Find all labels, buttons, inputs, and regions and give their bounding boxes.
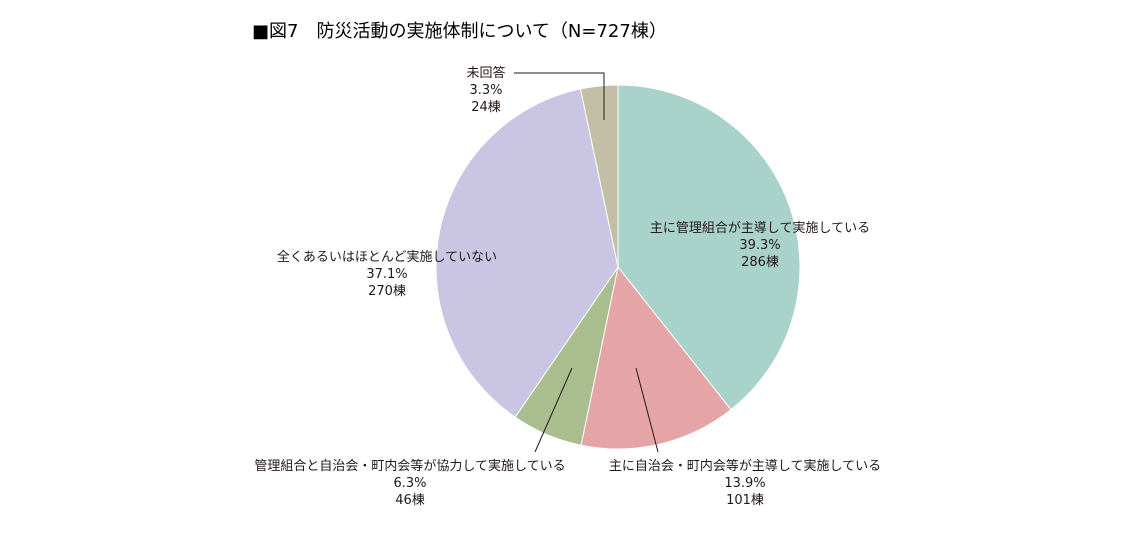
slice-count: 101棟 (726, 493, 764, 508)
pie-slice (579, 84, 619, 268)
slice-count: 24棟 (471, 100, 501, 115)
slice-label: 主に管理組合が主導して実施している (650, 220, 870, 236)
leader-line (534, 367, 573, 453)
slice-count: 286棟 (741, 255, 779, 270)
slice-percent: 39.3% (739, 238, 780, 253)
slice-label: 管理組合と自治会・町内会等が協力して実施している (254, 458, 565, 474)
leader-lines (514, 72, 659, 453)
pie-slice (435, 88, 619, 418)
slice-percent: 3.3% (469, 83, 502, 98)
slice-label: 未回答 (466, 65, 505, 81)
slice-count: 270棟 (368, 284, 406, 299)
slice-percent: 13.9% (724, 476, 765, 491)
leader-line (514, 72, 605, 120)
slice-percent: 6.3% (393, 476, 426, 491)
slice-label: 主に自治会・町内会等が主導して実施している (609, 458, 881, 474)
slice-count: 46棟 (395, 493, 425, 508)
pie-slice (580, 265, 732, 450)
slice-label: 全くあるいはほとんど実施していない (277, 249, 497, 265)
pie-slices (435, 84, 801, 450)
slice-percent: 37.1% (366, 267, 407, 282)
slice-labels: 主に管理組合が主導して実施している 39.3% 286棟主に自治会・町内会等が主導し… (254, 65, 881, 508)
chart-title: ■図7 防災活動の実施体制について（N=727棟） (252, 21, 667, 42)
pie-slice (617, 84, 801, 411)
leader-line (635, 367, 659, 453)
